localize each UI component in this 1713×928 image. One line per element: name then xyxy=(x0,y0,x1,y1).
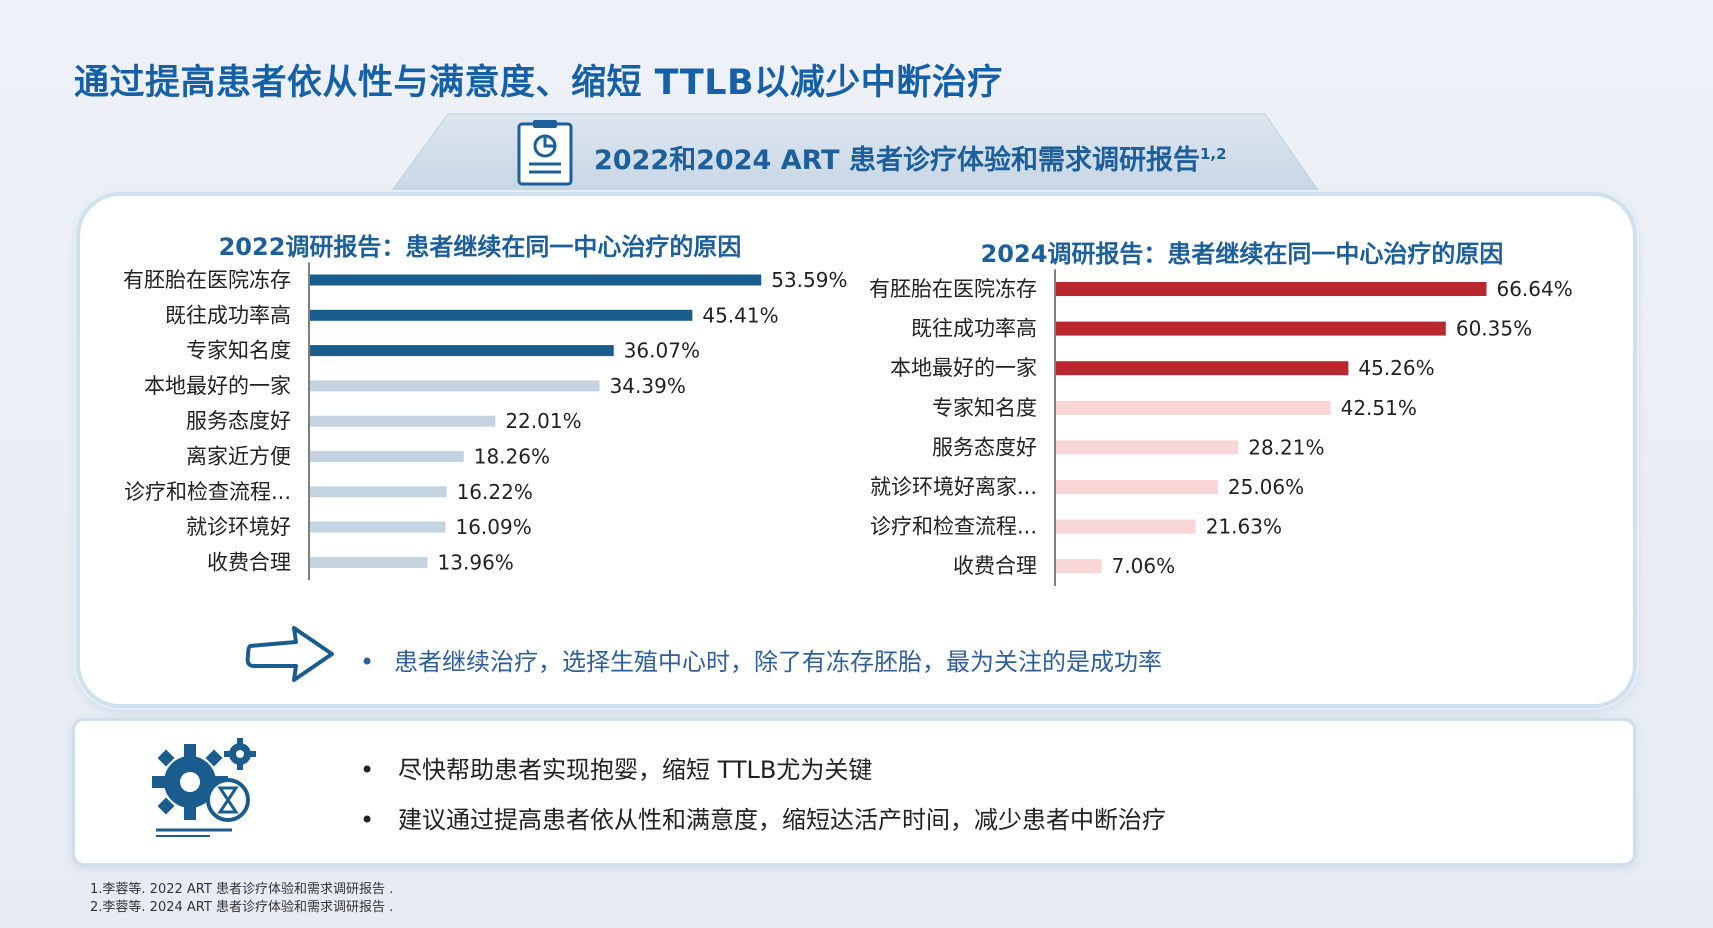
footnote-2: 2.李蓉等. 2024 ART 患者诊疗体验和需求调研报告 . xyxy=(90,900,394,915)
bar xyxy=(310,556,428,568)
data-label: 16.22% xyxy=(457,480,533,504)
category-label: 服务态度好 xyxy=(932,435,1037,459)
footnote-1: 1.李蓉等. 2022 ART 患者诊疗体验和需求调研报告 . xyxy=(90,882,394,897)
conclusion-text: 患者继续治疗，选择生殖中心时，除了有冻存胚胎，最为关注的是成功率 xyxy=(394,648,1162,676)
category-label: 诊疗和检查流程... xyxy=(870,515,1037,539)
data-label: 60.35% xyxy=(1456,317,1532,341)
data-label: 28.21% xyxy=(1248,435,1324,459)
banner-title-text: 2022和2024 ART 患者诊疗体验和需求调研报告 xyxy=(594,145,1200,176)
category-label: 既往成功率高 xyxy=(911,317,1037,341)
bar xyxy=(310,451,464,462)
bullet-symbol: • xyxy=(360,648,375,676)
bar xyxy=(310,521,446,533)
summary-panel xyxy=(72,718,1636,866)
data-label: 13.96% xyxy=(438,550,514,574)
bar xyxy=(1056,361,1349,376)
chart-1-title: 2022调研报告：患者继续在同一中心治疗的原因 xyxy=(219,233,742,261)
data-label: 36.07% xyxy=(624,339,700,363)
bullet-text: 尽快帮助患者实现抱婴，缩短 TTLB尤为关键 xyxy=(398,756,873,784)
bar xyxy=(1056,321,1446,336)
bar xyxy=(310,415,496,427)
data-label: 45.41% xyxy=(702,303,778,327)
data-label: 18.26% xyxy=(474,445,550,469)
data-label: 21.63% xyxy=(1206,515,1282,539)
data-label: 45.26% xyxy=(1358,356,1434,380)
report-chart-icon xyxy=(517,120,573,186)
category-label: 服务态度好 xyxy=(186,409,291,433)
category-label: 收费合理 xyxy=(207,550,291,574)
banner-superscript: 1,2 xyxy=(1199,145,1227,163)
gear-hourglass-icon xyxy=(152,738,256,837)
category-label: 专家知名度 xyxy=(186,339,291,363)
bar xyxy=(1056,440,1239,455)
bar xyxy=(310,274,762,286)
category-label: 离家近方便 xyxy=(186,445,291,469)
data-label: 25.06% xyxy=(1228,475,1304,499)
bullet-symbol: • xyxy=(360,806,375,834)
page-title: 通过提高患者依从性与满意度、缩短 TTLB以减少中断治疗 xyxy=(74,63,1003,103)
bar xyxy=(310,486,447,498)
data-label: 7.06% xyxy=(1112,554,1176,578)
category-label: 本地最好的一家 xyxy=(890,356,1037,380)
data-label: 53.59% xyxy=(771,268,847,292)
bullet-text: 建议通过提高患者依从性和满意度，缩短达活产时间，减少患者中断治疗 xyxy=(398,806,1166,834)
category-label: 既往成功率高 xyxy=(165,303,291,327)
right-arrow-icon xyxy=(245,626,334,682)
bar xyxy=(1056,400,1331,415)
bar xyxy=(1056,519,1196,534)
category-label: 收费合理 xyxy=(953,554,1037,578)
bar xyxy=(310,309,693,321)
category-label: 本地最好的一家 xyxy=(144,374,291,398)
category-label: 有胚胎在医院冻存 xyxy=(123,268,291,292)
category-label: 就诊环境好离家... xyxy=(870,475,1037,499)
bar xyxy=(1056,480,1218,494)
data-label: 22.01% xyxy=(505,409,581,433)
bar xyxy=(310,345,614,357)
bullet-symbol: • xyxy=(360,756,375,784)
category-label: 有胚胎在医院冻存 xyxy=(869,277,1037,301)
bar xyxy=(1056,282,1487,296)
data-label: 34.39% xyxy=(610,374,686,398)
banner-title: 2022和2024 ART 患者诊疗体验和需求调研报告1,2 xyxy=(594,138,1227,177)
bar xyxy=(310,380,600,392)
conclusion-note: • 患者继续治疗，选择生殖中心时，除了有冻存胚胎，最为关注的是成功率 xyxy=(360,642,1162,677)
bullet-item-2: • 建议通过提高患者依从性和满意度，缩短达活产时间，减少患者中断治疗 xyxy=(360,800,1166,835)
data-label: 66.64% xyxy=(1496,277,1572,301)
bar xyxy=(1056,559,1102,574)
chart-2-title: 2024调研报告：患者继续在同一中心治疗的原因 xyxy=(981,240,1504,268)
category-label: 诊疗和检查流程... xyxy=(124,480,291,504)
data-label: 16.09% xyxy=(455,515,531,539)
data-label: 42.51% xyxy=(1341,396,1417,420)
category-label: 专家知名度 xyxy=(932,396,1037,420)
bullet-item-1: • 尽快帮助患者实现抱婴，缩短 TTLB尤为关键 xyxy=(360,750,872,785)
category-label: 就诊环境好 xyxy=(186,515,291,539)
